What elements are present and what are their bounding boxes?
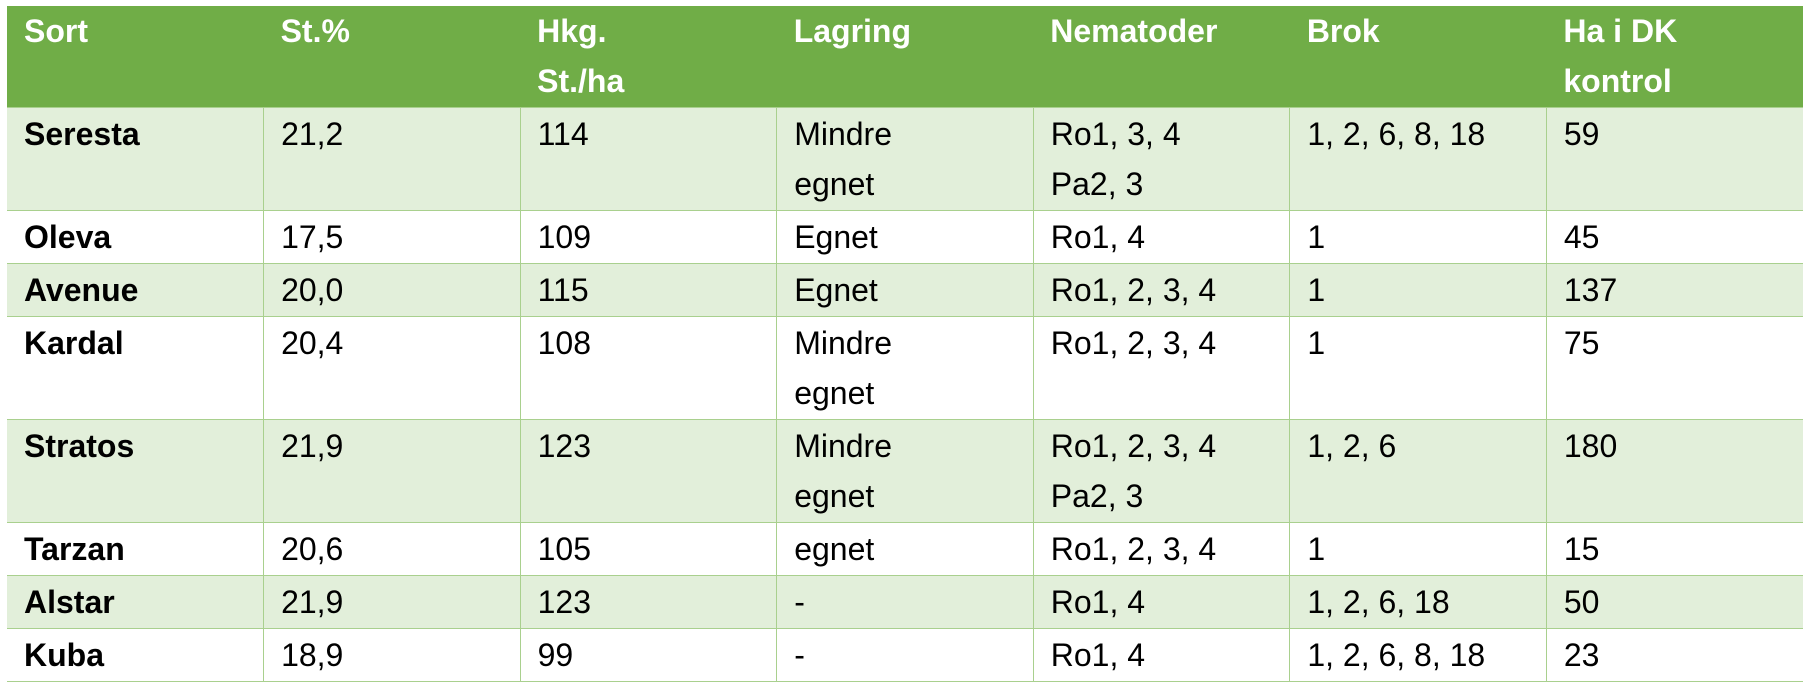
variety-name: Tarzan <box>7 522 265 576</box>
variety-name: Alstar <box>7 575 265 629</box>
table-cell: 17,5 <box>263 210 521 264</box>
table-cell: Mindre egnet <box>776 316 1034 420</box>
table-row: Stratos 21,9 123 Mindre egnet Ro1, 2, 3, 4 P… <box>7 419 1803 523</box>
table-cell: 21,9 <box>263 419 521 523</box>
table-cell: Ro1, 2, 3, 4 <box>1032 316 1291 420</box>
table-cell: 20,4 <box>263 316 521 420</box>
table-cell: 1, 2, 6, 8, 18 <box>1289 107 1547 211</box>
variety-name: Kuba <box>7 628 265 682</box>
table-cell: 123 <box>519 419 778 523</box>
table-row: Oleva 17,5 109 Egnet Ro1, 4 1 45 <box>7 210 1803 264</box>
table-cell: Mindre egnet <box>776 107 1034 211</box>
table-cell: Egnet <box>776 263 1034 317</box>
table-cell: Ro1, 2, 3, 4 <box>1032 263 1291 317</box>
table-cell: Ro1, 2, 3, 4 Pa2, 3 <box>1032 419 1291 523</box>
header-row: Sort St.% Hkg. St./ha Lagring Nematoder Brok H… <box>7 6 1803 108</box>
table-row: Kardal 20,4 108 Mindre egnet Ro1, 2, 3, 4 1 75 <box>7 316 1803 420</box>
table-cell: - <box>776 575 1034 629</box>
header-cell: Hkg. St./ha <box>520 6 777 108</box>
table-cell: 1, 2, 6, 18 <box>1289 575 1547 629</box>
table-cell: Ro1, 4 <box>1032 210 1291 264</box>
table-cell: Ro1, 4 <box>1032 575 1291 629</box>
table-cell: 1 <box>1289 210 1547 264</box>
table-cell: Ro1, 3, 4 Pa2, 3 <box>1032 107 1291 211</box>
table-cell: Egnet <box>776 210 1034 264</box>
variety-name: Stratos <box>7 419 265 523</box>
table-cell: 21,9 <box>263 575 521 629</box>
header-cell: Brok <box>1289 6 1547 108</box>
table-row: Kuba 18,9 99- Ro1, 4 1, 2, 6, 8, 18 23 <box>7 628 1803 682</box>
header-cell: Lagring <box>776 6 1034 108</box>
table-cell: - <box>776 628 1034 682</box>
table-cell: 115 <box>519 263 778 317</box>
table-row: Alstar 21,9 123- Ro1, 4 1, 2, 6, 18 50 <box>7 575 1803 629</box>
table-header: Sort St.% Hkg. St./ha Lagring Nematoder Brok H… <box>7 6 1803 108</box>
table-row: Tarzan 20,6 105 egnet Ro1, 2, 3, 4 1 15 <box>7 522 1803 576</box>
variety-table: Sort St.% Hkg. St./ha Lagring Nematoder Brok H… <box>7 6 1803 682</box>
table-cell: 123 <box>519 575 778 629</box>
table-cell: 1 <box>1289 316 1547 420</box>
variety-name: Avenue <box>7 263 265 317</box>
header-cell: St.% <box>263 6 521 108</box>
table-cell: 99 <box>519 628 778 682</box>
table-cell: 20,0 <box>263 263 521 317</box>
table-cell: 108 <box>519 316 778 420</box>
variety-name: Oleva <box>7 210 265 264</box>
table-cell: 180 <box>1545 419 1803 523</box>
table-cell: 21,2 <box>263 107 521 211</box>
header-cell: Ha i DK kontrol <box>1546 6 1803 108</box>
table-cell: 23 <box>1545 628 1803 682</box>
table-cell: 109 <box>519 210 778 264</box>
table-cell: 137 <box>1545 263 1803 317</box>
table-body: Seresta 21,2 114 Mindre egnet Ro1, 3, 4 Pa2,… <box>7 107 1803 682</box>
table-cell: 45 <box>1545 210 1803 264</box>
table-cell: egnet <box>776 522 1034 576</box>
header-cell: Sort <box>7 6 264 108</box>
table-cell: 114 <box>519 107 778 211</box>
table-cell: 50 <box>1545 575 1803 629</box>
variety-name: Seresta <box>7 107 265 211</box>
table-cell: 75 <box>1545 316 1803 420</box>
table-cell: 105 <box>519 522 778 576</box>
table-row: Avenue 20,0 115 Egnet Ro1, 2, 3, 4 1 137 <box>7 263 1803 317</box>
table-cell: 20,6 <box>263 522 521 576</box>
table-cell: 1 <box>1289 263 1547 317</box>
table-cell: 59 <box>1545 107 1803 211</box>
table-row: Seresta 21,2 114 Mindre egnet Ro1, 3, 4 Pa2,… <box>7 107 1803 211</box>
table-cell: Mindre egnet <box>776 419 1034 523</box>
table-cell: 1, 2, 6 <box>1289 419 1547 523</box>
table-cell: Ro1, 2, 3, 4 <box>1032 522 1291 576</box>
table-cell: 15 <box>1545 522 1803 576</box>
header-cell: Nematoder <box>1033 6 1290 108</box>
table-cell: 18,9 <box>263 628 521 682</box>
table-cell: 1, 2, 6, 8, 18 <box>1289 628 1547 682</box>
table-cell: Ro1, 4 <box>1032 628 1291 682</box>
variety-name: Kardal <box>7 316 265 420</box>
table-cell: 1 <box>1289 522 1547 576</box>
